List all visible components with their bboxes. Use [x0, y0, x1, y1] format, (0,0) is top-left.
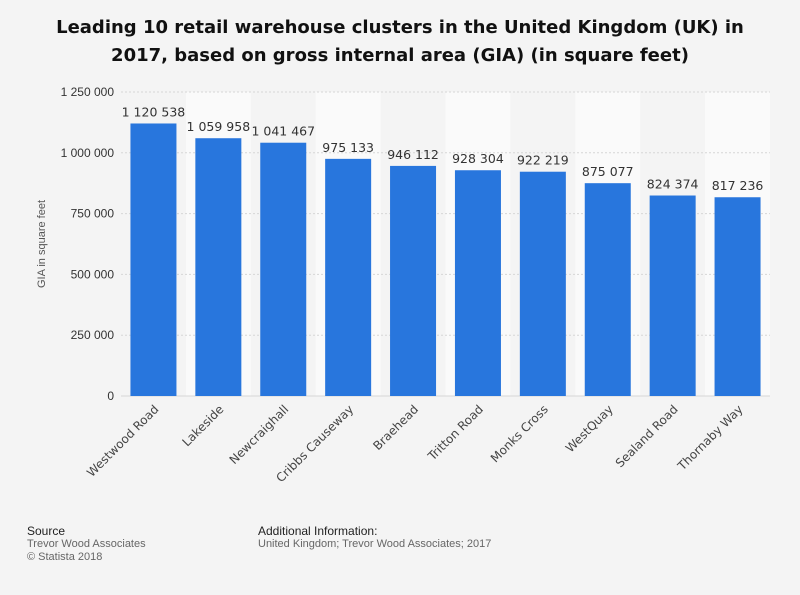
bar-1 [195, 138, 242, 397]
additional-info-heading: Additional Information: [258, 524, 378, 538]
bar-8 [649, 195, 696, 396]
bar-4 [390, 165, 437, 396]
value-label: 1 059 958 [187, 119, 251, 134]
source-name[interactable]: Trevor Wood Associates [27, 538, 146, 550]
bar-chart: 0 250 000 500 000 750 000 1 000 000 1 250 000… [36, 85, 770, 485]
category-label: Braehead [370, 402, 421, 453]
y-tick-label: 1 000 000 [61, 146, 115, 160]
source-block: Source Trevor Wood Associates © Statista… [27, 525, 146, 564]
value-label: 928 304 [452, 151, 504, 166]
bar-9 [714, 197, 761, 396]
bar-6 [519, 171, 566, 396]
category-label: Tritton Road [424, 402, 486, 464]
bar-3 [325, 158, 372, 396]
value-label: 946 112 [387, 147, 439, 162]
chart-title: Leading 10 retail warehouse clusters in … [56, 17, 744, 66]
category-label: Sealand Road [613, 402, 681, 470]
y-axis-label: GIA in square feet [36, 200, 48, 288]
value-label: 922 219 [517, 153, 569, 168]
category-label: Lakeside [179, 402, 226, 449]
category-label: Newcraighall [227, 402, 292, 467]
y-tick-label: 250 000 [71, 328, 115, 342]
source-heading: Source [27, 524, 66, 538]
bar-2 [260, 142, 307, 396]
category-label: Monks Cross [488, 402, 551, 465]
value-label: 817 236 [712, 178, 764, 193]
value-label: 1 041 467 [251, 124, 315, 139]
y-tick-label: 1 250 000 [61, 85, 115, 99]
bar-5 [454, 170, 501, 396]
category-label: Westwood Road [84, 402, 161, 479]
bar-0 [130, 123, 177, 396]
category-label: Thornaby Way [674, 402, 745, 473]
bar-7 [584, 183, 631, 396]
value-label: 875 077 [582, 164, 634, 179]
y-tick-label: 500 000 [71, 267, 115, 281]
additional-info-text: United Kingdom; Trevor Wood Associates; … [258, 538, 492, 550]
value-label: 1 120 538 [122, 104, 186, 119]
value-label: 975 133 [322, 140, 374, 155]
y-tick-label: 0 [107, 389, 114, 403]
value-label: 824 374 [647, 177, 699, 192]
category-label: WestQuay [563, 402, 616, 455]
copyright-text: © Statista 2018 [27, 551, 103, 563]
additional-info-block: Additional Information: United Kingdom; … [258, 525, 491, 551]
y-tick-label: 750 000 [71, 207, 115, 221]
